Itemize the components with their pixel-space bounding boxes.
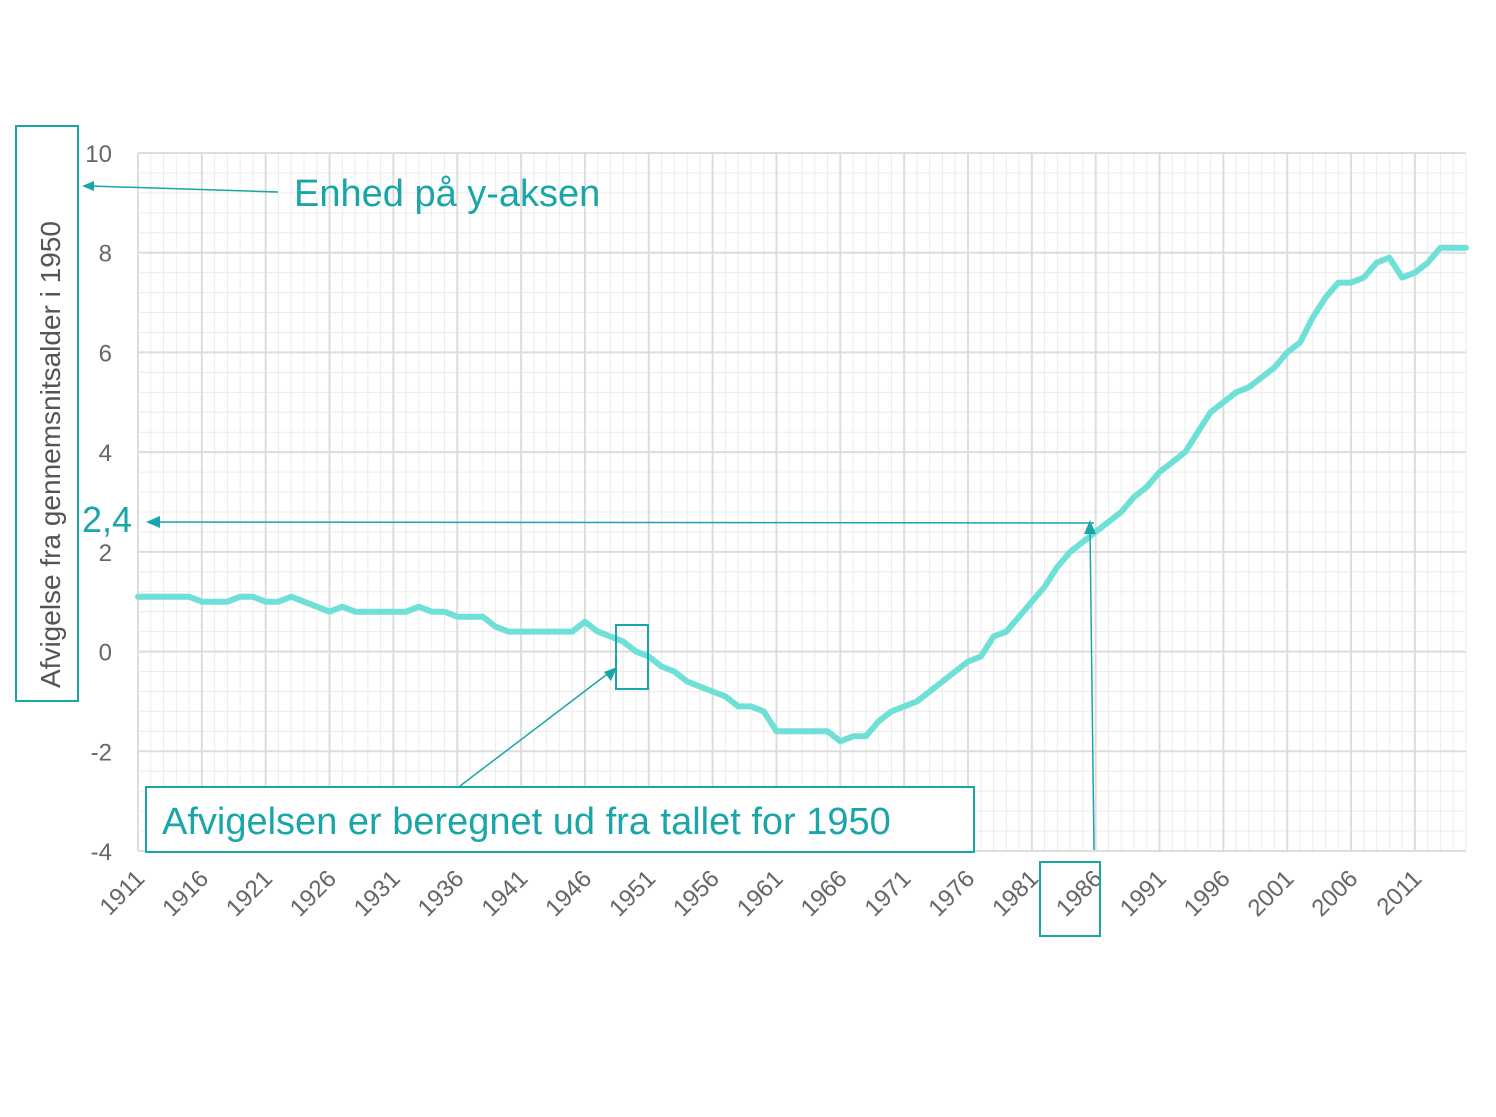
year-arrowhead (1084, 520, 1096, 534)
x-tick-label: 1926 (285, 865, 342, 922)
x-tick-label: 1951 (604, 865, 661, 922)
x-axis-ticks: 1911 1916 1921 1926 1931 1936 1941 1946 1951 1956… (95, 865, 1428, 922)
unit-note: Enhed på y-aksen (294, 173, 600, 215)
value-arrowhead (146, 516, 160, 528)
x-tick-label: 1921 (221, 865, 278, 922)
x-tick-label: 2001 (1243, 865, 1300, 922)
year-vertical-arrow (1089, 529, 1095, 851)
series-line (135, 244, 1469, 745)
x-tick-label: 1971 (860, 865, 917, 922)
y-tick-label: 4 (99, 440, 112, 467)
x-tick-label: 1996 (1179, 865, 1236, 922)
basis-note-box (145, 786, 975, 853)
x-tick-label: 1976 (923, 865, 980, 922)
basis-note-arrow (459, 671, 611, 787)
grid (137, 152, 1467, 852)
y-axis-ticks: -4 -2 0 2 4 6 8 10 (85, 141, 112, 866)
y-tick-label: 0 (99, 640, 112, 667)
x-tick-label: 1991 (1115, 865, 1172, 922)
series-group (135, 244, 1469, 745)
y-tick-label: 2 (99, 540, 112, 567)
y-tick-label: -2 (91, 739, 112, 766)
x-tick-label: 1956 (668, 865, 725, 922)
unit-note-arrowhead (82, 181, 94, 191)
y-axis-label: Afvigelse fra gennemsnitsalder i 1950 (35, 221, 66, 688)
basis-note-arrowhead (604, 667, 617, 681)
x-tick-label: 1931 (349, 865, 406, 922)
value-label: 2,4 (82, 499, 132, 540)
x-tick-label: 1916 (157, 865, 214, 922)
y-tick-label: 10 (85, 141, 112, 168)
basis-point-highlight (615, 624, 649, 690)
basis-note: Afvigelsen er beregnet ud fra tallet for… (162, 801, 891, 843)
x-tick-label: 1941 (476, 865, 533, 922)
x-tick-label: 2011 (1372, 865, 1428, 921)
x-tick-label: 1946 (540, 865, 597, 922)
y-tick-label: 8 (99, 241, 112, 268)
y-axis-label-highlight (15, 125, 79, 702)
y-tick-label: -4 (91, 839, 112, 866)
y-tick-label: 6 (99, 340, 112, 367)
x-tick-label: 1911 (95, 865, 151, 921)
unit-note-arrow (89, 185, 279, 193)
year-1986-highlight (1039, 861, 1101, 937)
x-tick-label: 1936 (413, 865, 470, 922)
x-tick-label: 1961 (732, 865, 789, 922)
x-tick-label: 2006 (1306, 865, 1363, 922)
x-tick-label: 1981 (987, 865, 1044, 922)
x-tick-label: 1966 (796, 865, 853, 922)
value-horizontal-arrow (155, 521, 1095, 524)
